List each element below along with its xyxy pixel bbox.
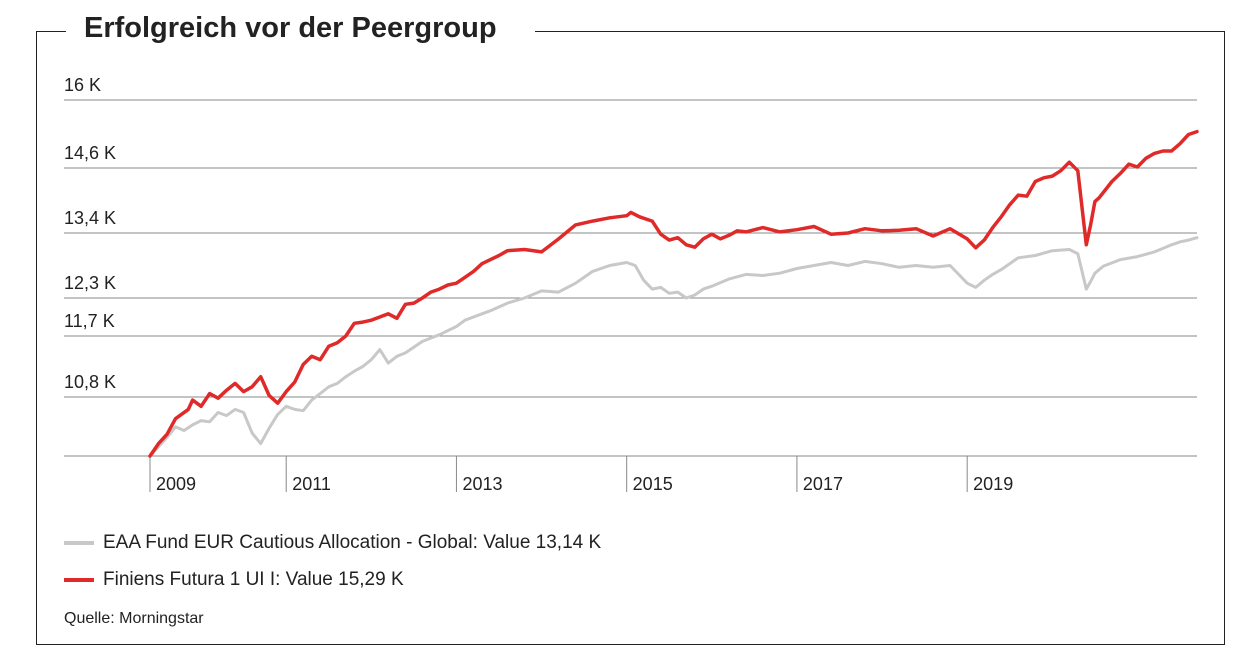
y-tick-label: 13,4 K [64, 208, 116, 228]
legend-item-peergroup: EAA Fund EUR Cautious Allocation - Globa… [64, 531, 601, 555]
y-tick-label: 12,3 K [64, 273, 116, 293]
source-note: Quelle: Morningstar [64, 610, 204, 627]
legend-swatch-fund [64, 578, 94, 582]
y-tick-label: 11,7 K [64, 311, 115, 331]
x-tick-label: 2009 [156, 474, 196, 494]
x-tick-label: 2017 [803, 474, 843, 494]
x-axis: 2009 2011 2013 2015 2017 2019 [149, 456, 1013, 494]
legend-label-peergroup: EAA Fund EUR Cautious Allocation - Globa… [103, 532, 602, 553]
x-tick-label: 2019 [973, 474, 1013, 494]
y-tick-label: 10,8 K [64, 372, 116, 392]
frame-top-border-right [535, 31, 1225, 32]
legend-swatch-peergroup [64, 541, 94, 545]
chart-title: Erfolgreich vor der Peergroup [84, 12, 497, 44]
legend-label-fund: Finiens Futura 1 UI I: Value 15,29 K [103, 569, 404, 590]
series-line-fund [148, 129, 1199, 458]
x-tick-label: 2011 [292, 474, 331, 494]
y-axis: 10,8 K 11,7 K 12,3 K 13,4 K 14,6 K 16 K [64, 75, 116, 392]
x-tick-label: 2013 [462, 474, 502, 494]
legend-item-fund: Finiens Futura 1 UI I: Value 15,29 K [64, 568, 404, 592]
y-tick-label: 14,6 K [64, 143, 116, 163]
series-line-peergroup [148, 236, 1199, 458]
series-lines [148, 129, 1199, 458]
frame-top-border-left [36, 31, 66, 32]
gridlines [64, 99, 1197, 457]
chart-frame [36, 31, 1225, 645]
x-tick-label: 2015 [633, 474, 673, 494]
y-tick-label: 16 K [64, 75, 101, 95]
